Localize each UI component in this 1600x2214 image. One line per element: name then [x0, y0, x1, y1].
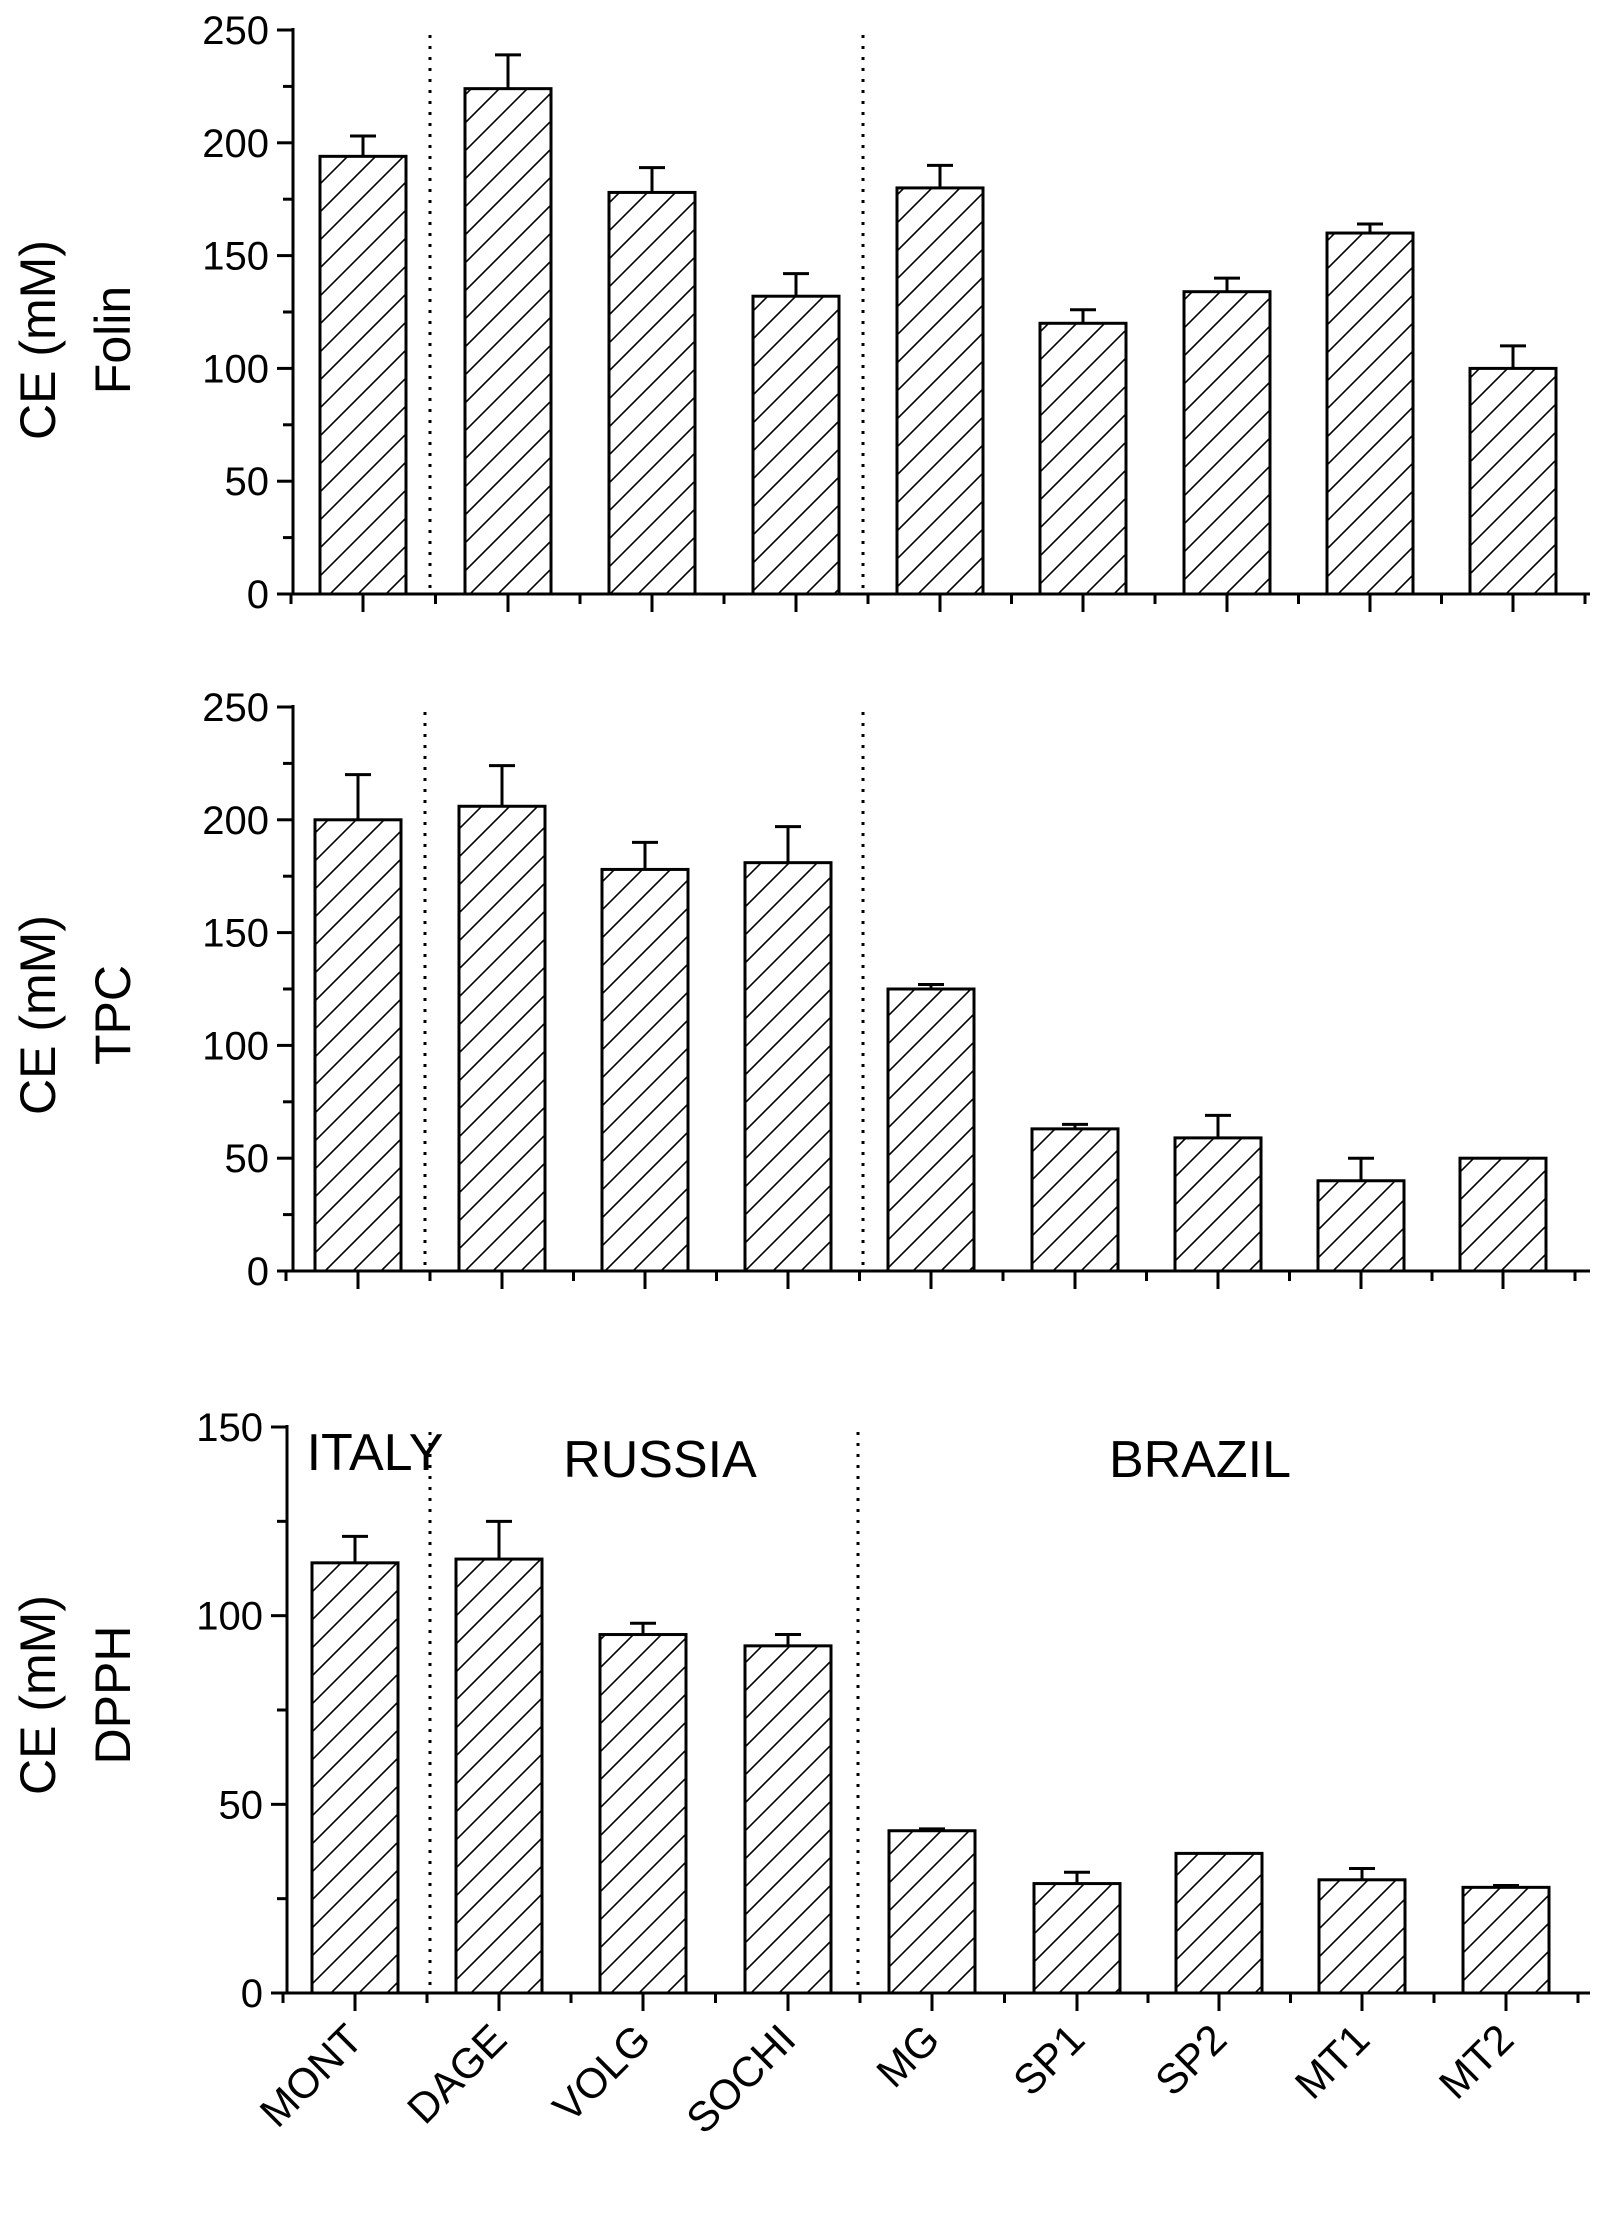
- dpph-marks: 0 50 100 150: [196, 1406, 1590, 2016]
- tpc-y-tick-label: 50: [225, 1137, 270, 1181]
- tpc-y-tick-label: 200: [202, 799, 269, 843]
- tpc-y-tick-label: 150: [202, 912, 269, 956]
- tpc-bar-mont: [313, 818, 403, 1273]
- dpph-ylabel: CE (mM) DPPH: [10, 1595, 141, 1795]
- region-labels: ITALY RUSSIA BRAZIL: [307, 1424, 1291, 1489]
- dpph-y-tick-label: 150: [196, 1406, 263, 1450]
- folin-bar-mont: [318, 154, 408, 596]
- folin-y-tick-label: 200: [202, 122, 269, 166]
- folin-bar-mt2: [1468, 366, 1558, 596]
- tpc-bar-dage: [457, 804, 547, 1273]
- dpph-y-tick-label: 100: [196, 1595, 263, 1639]
- tpc-bar-mt1: [1316, 1179, 1406, 1273]
- dpph-bar-mont: [310, 1561, 400, 1995]
- panel-folin: CE (mM) Folin 0 50 100 150 200 250: [10, 9, 1590, 617]
- category-label-mt2: MT2: [1430, 2015, 1523, 2108]
- tpc-bar-volg: [600, 867, 690, 1273]
- folin-ylabel-line2: Folin: [85, 286, 141, 394]
- tpc-y-tick-label: 100: [202, 1024, 269, 1068]
- tpc-bar-mg: [886, 987, 976, 1273]
- dpph-bar-mt2: [1461, 1885, 1551, 1995]
- folin-ylabel-line1: CE (mM): [10, 240, 66, 440]
- category-label-mont: MONT: [251, 2015, 372, 2136]
- folin-bar-dage: [463, 87, 553, 596]
- folin-ylabel: CE (mM) Folin: [10, 240, 141, 440]
- panel-dpph: CE (mM) DPPH ITALY RUSSIA BRAZIL 0 50 100 1…: [10, 1406, 1590, 2016]
- folin-y-tick-label: 250: [202, 9, 269, 53]
- region-label-italy: ITALY: [307, 1424, 444, 1482]
- tpc-ylabel: CE (mM) TPC: [10, 915, 141, 1115]
- folin-bar-mt1: [1325, 231, 1415, 596]
- folin-bar-volg: [607, 190, 697, 596]
- dpph-bar-mt1: [1317, 1878, 1407, 1995]
- tpc-y-tick-label: 250: [202, 686, 269, 730]
- dpph-bar-mg: [887, 1829, 977, 1995]
- region-label-brazil: BRAZIL: [1109, 1431, 1291, 1489]
- dpph-ylabel-line2: DPPH: [85, 1626, 141, 1765]
- folin-bar-sp2: [1182, 290, 1272, 596]
- region-label-russia: RUSSIA: [563, 1431, 757, 1489]
- category-label-dage: DAGE: [398, 2015, 515, 2132]
- tpc-bar-mt2: [1458, 1156, 1548, 1273]
- tpc-bar-sp2: [1173, 1136, 1263, 1273]
- dpph-bar-sochi: [743, 1644, 833, 1995]
- dpph-y-tick-label: 50: [219, 1783, 264, 1827]
- category-label-sochi: SOCHI: [677, 2015, 804, 2142]
- folin-bar-sochi: [751, 294, 841, 596]
- dpph-bar-dage: [454, 1557, 544, 1995]
- category-label-mt1: MT1: [1286, 2015, 1379, 2108]
- folin-y-tick-label: 150: [202, 235, 269, 279]
- dpph-bar-volg: [598, 1633, 688, 1995]
- tpc-marks: 0 50 100 150 200 250: [202, 686, 1590, 1294]
- dpph-ylabel-line1: CE (mM): [10, 1595, 66, 1795]
- dpph-y-tick-label: 0: [241, 1972, 263, 2016]
- folin-bar-sp1: [1038, 321, 1128, 596]
- tpc-y-tick-label: 0: [247, 1250, 269, 1294]
- folin-y-tick-label: 100: [202, 347, 269, 391]
- folin-y-tick-label: 0: [247, 573, 269, 617]
- folin-marks: 0 50 100 150 200 250: [202, 9, 1590, 617]
- category-label-sp2: SP2: [1146, 2015, 1235, 2104]
- category-label-volg: VOLG: [544, 2015, 660, 2131]
- category-label-mg: MG: [867, 2015, 948, 2096]
- dpph-bar-sp1: [1032, 1882, 1122, 1995]
- tpc-ylabel-line2: TPC: [85, 965, 141, 1065]
- category-label-sp1: SP1: [1004, 2015, 1093, 2104]
- tpc-ylabel-line1: CE (mM): [10, 915, 66, 1115]
- dpph-bar-sp2: [1174, 1851, 1264, 1995]
- category-labels: MONT DAGE VOLG SOCHI MG SP1 SP2 MT1 MT2: [251, 2015, 1523, 2142]
- tpc-bar-sp1: [1030, 1127, 1120, 1273]
- folin-bar-mg: [895, 186, 985, 596]
- tpc-bar-sochi: [743, 861, 833, 1273]
- folin-y-tick-label: 50: [225, 460, 270, 504]
- panel-tpc: CE (mM) TPC 0 50 100 150 200 250: [10, 686, 1590, 1294]
